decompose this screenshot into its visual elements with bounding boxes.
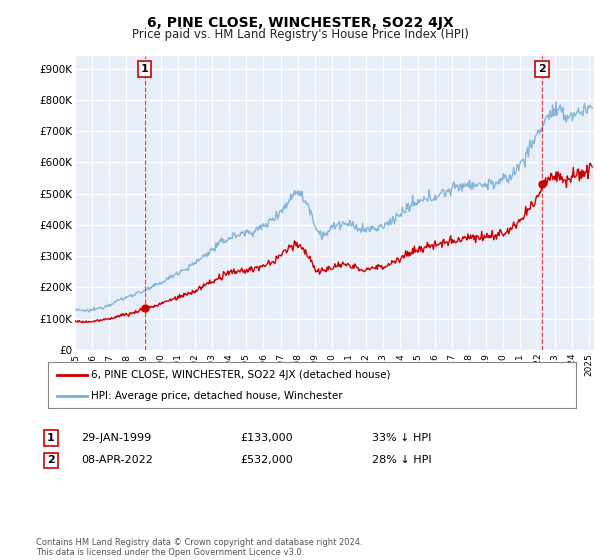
Text: 2: 2 (47, 455, 55, 465)
Text: Price paid vs. HM Land Registry's House Price Index (HPI): Price paid vs. HM Land Registry's House … (131, 28, 469, 41)
Text: HPI: Average price, detached house, Winchester: HPI: Average price, detached house, Winc… (91, 391, 343, 401)
Text: Contains HM Land Registry data © Crown copyright and database right 2024.
This d: Contains HM Land Registry data © Crown c… (36, 538, 362, 557)
Text: 6, PINE CLOSE, WINCHESTER, SO22 4JX: 6, PINE CLOSE, WINCHESTER, SO22 4JX (146, 16, 454, 30)
Text: £532,000: £532,000 (240, 455, 293, 465)
Text: 33% ↓ HPI: 33% ↓ HPI (372, 433, 431, 443)
Text: 28% ↓ HPI: 28% ↓ HPI (372, 455, 431, 465)
Text: 6, PINE CLOSE, WINCHESTER, SO22 4JX (detached house): 6, PINE CLOSE, WINCHESTER, SO22 4JX (det… (91, 370, 391, 380)
Text: 29-JAN-1999: 29-JAN-1999 (81, 433, 151, 443)
Text: 1: 1 (47, 433, 55, 443)
Text: 08-APR-2022: 08-APR-2022 (81, 455, 153, 465)
Text: £133,000: £133,000 (240, 433, 293, 443)
Text: 1: 1 (141, 64, 149, 74)
Text: 2: 2 (538, 64, 546, 74)
